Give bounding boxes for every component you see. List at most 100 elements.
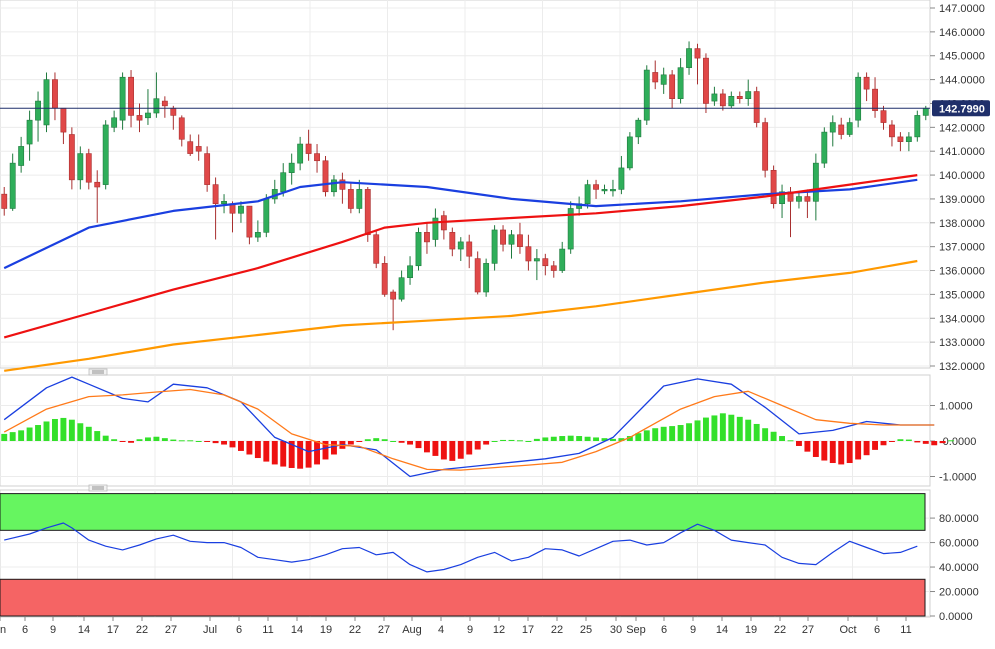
candle-body: [550, 265, 557, 271]
macd-histogram-bar: [694, 420, 701, 441]
candle-body: [356, 189, 363, 209]
candle-body: [77, 153, 84, 181]
x-tick-label: 25: [580, 624, 592, 636]
price-axis-tick-label: 145.0000: [939, 51, 985, 63]
x-tick-label: 30: [610, 624, 622, 636]
x-tick-label: 22: [551, 624, 563, 636]
x-tick-label: 22: [774, 624, 786, 636]
panel-resize-handle-box[interactable]: [88, 484, 108, 492]
candle-body: [407, 265, 413, 278]
candle-body: [136, 115, 143, 121]
macd-histogram-bar: [643, 430, 650, 441]
candle-body: [9, 162, 16, 209]
candle-body: [60, 107, 67, 133]
candle-body: [897, 136, 904, 142]
candle-body: [221, 201, 227, 205]
macd-histogram-bar: [322, 441, 329, 460]
candle-body: [533, 258, 540, 262]
candle-body: [677, 67, 684, 99]
price-axis-tick-label: 142.0000: [939, 122, 985, 134]
macd-histogram-bar: [457, 441, 464, 459]
candle-body: [398, 277, 405, 300]
candle-body: [719, 93, 726, 107]
candle-body: [745, 91, 752, 99]
macd-histogram-bar: [288, 441, 295, 468]
candle-body: [94, 181, 101, 188]
x-tick-label: 6: [236, 624, 242, 636]
x-tick-label: 14: [291, 624, 303, 636]
ma-blue-line: [3, 178, 918, 270]
macd-histogram-bar: [356, 441, 363, 442]
candle-body: [373, 234, 380, 264]
macd-histogram-bar: [254, 441, 261, 459]
macd-histogram-bar: [635, 433, 642, 441]
macd-histogram-bar: [567, 435, 574, 441]
candle-body: [263, 198, 270, 233]
macd-histogram-bar: [415, 441, 422, 449]
macd-histogram-bar: [474, 441, 481, 450]
candle-body: [593, 184, 599, 190]
macd-histogram-bar: [1, 433, 8, 441]
candle-body: [584, 184, 591, 205]
macd-histogram-bar: [491, 441, 498, 442]
x-tick-label: Sep: [626, 624, 646, 636]
candle-body: [500, 229, 506, 245]
price-axis-tick-label: 132.0000: [939, 361, 985, 373]
candle-body: [85, 153, 92, 183]
macd-histogram-bar: [330, 441, 337, 455]
panel-resize-handle-box[interactable]: [88, 368, 108, 376]
candle-body: [652, 72, 659, 83]
ma-orange-line: [4, 259, 918, 372]
macd-histogram-bar: [94, 431, 101, 441]
candle-body: [821, 131, 828, 164]
candle-body: [35, 100, 41, 121]
candle-body: [314, 153, 320, 162]
x-tick-label: 6: [874, 624, 880, 636]
macd-histogram-bar: [128, 441, 135, 443]
macd-histogram-bar: [525, 441, 532, 442]
macd-histogram-bar: [500, 439, 507, 441]
candle-body: [491, 229, 498, 264]
macd-histogram-bar: [364, 439, 371, 441]
candle-body: [347, 189, 354, 209]
macd-histogram-bar: [347, 441, 354, 445]
macd-histogram-bar: [702, 417, 709, 441]
price-axis-tick-label: 136.0000: [939, 266, 985, 278]
price-axis-tick-label: 140.0000: [939, 170, 985, 182]
candle-body: [779, 191, 785, 205]
candle-body: [18, 146, 25, 166]
macd-histogram-bar: [897, 439, 904, 441]
macd-histogram-bar: [719, 413, 726, 441]
candle-body: [424, 232, 430, 243]
panel-resize-handle[interactable]: [88, 368, 108, 376]
macd-histogram-bar: [204, 441, 211, 442]
x-tick-label: 22: [349, 624, 361, 636]
candle-body: [559, 248, 566, 271]
candle-body: [635, 119, 642, 138]
rsi-axis-tick-label: 40.0000: [939, 562, 979, 574]
candle-body: [610, 189, 616, 192]
candle-body: [432, 217, 439, 240]
candle-body: [305, 143, 312, 154]
candle-body: [297, 143, 304, 164]
macd-histogram-bar: [305, 441, 312, 468]
macd-histogram-bar: [660, 426, 667, 441]
macd-histogram-bar: [880, 441, 887, 446]
candle-body: [415, 232, 422, 267]
candle-body: [626, 136, 633, 169]
macd-histogram-bar: [779, 436, 786, 441]
x-tick-label: n: [0, 624, 6, 636]
macd-histogram-bar: [736, 416, 743, 441]
candle-body: [102, 124, 109, 185]
candle-body: [863, 76, 870, 90]
macd-histogram-bar: [35, 425, 42, 441]
candle-body: [643, 69, 650, 121]
candle-body: [195, 146, 202, 152]
macd-histogram-bar: [863, 441, 870, 456]
macd-histogram-bar: [652, 428, 659, 441]
macd-histogram-bar: [153, 436, 160, 441]
candle-body: [1, 193, 8, 209]
macd-histogram-bar: [931, 441, 938, 446]
panel-resize-handle[interactable]: [88, 484, 108, 492]
